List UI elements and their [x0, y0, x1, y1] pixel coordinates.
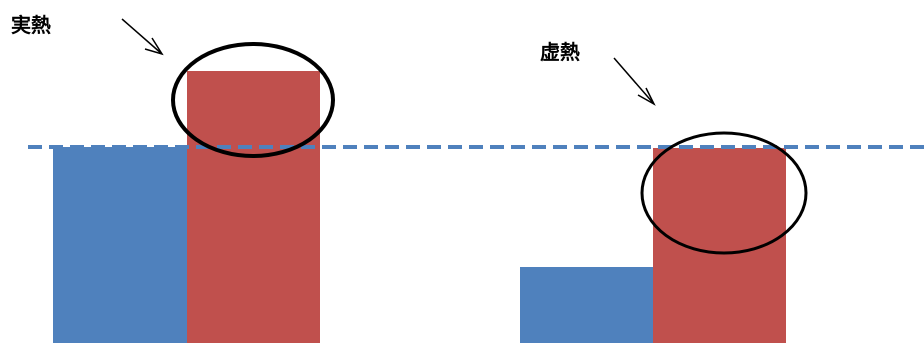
label-jitsunetsu: 実熱	[11, 13, 51, 37]
left-arrow	[121, 18, 164, 56]
label-kyonetsu: 虚熱	[540, 40, 580, 64]
left-highlight-ellipse	[171, 42, 335, 158]
right-blue-bar	[520, 267, 653, 343]
left-blue-bar	[53, 147, 187, 343]
right-highlight-ellipse	[640, 131, 808, 255]
right-arrow	[613, 57, 656, 106]
left-red-bar	[187, 71, 320, 343]
